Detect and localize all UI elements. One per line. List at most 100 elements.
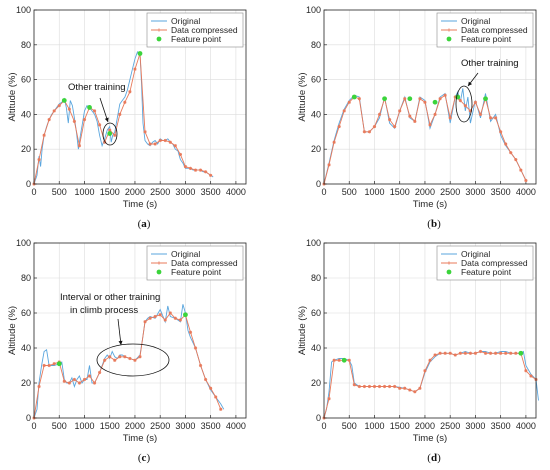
x-tick-label: 0 [321,187,326,197]
compressed-point [463,104,467,108]
axes-box [323,9,537,185]
x-tick-label: 1000 [364,187,384,197]
x-tick-label: 0 [31,187,36,197]
x-tick-label: 4000 [516,187,536,197]
x-axis-label: Time (s) [123,433,157,444]
compressed-point [72,119,76,123]
compressed-point [448,116,452,120]
compressed-point [438,351,442,355]
compressed-point [178,318,182,322]
y-tick-label: 80 [21,273,31,283]
feature-point [137,51,143,56]
compressed-point [393,124,397,129]
compressed-point [198,363,203,368]
legend-entry: Data compressed [461,258,528,268]
compressed-point [198,168,203,172]
compressed-point [468,351,472,355]
chart-panel-a: 0 500 1000 1500 2000 2500 3000 3500 4000 0 20 40 60 8… [7,5,247,230]
y-tick-label: 20 [311,144,321,154]
annotation-text: Interval or other training [60,292,160,303]
compressed-point [337,124,341,129]
compressed-point [123,100,127,104]
compressed-point [453,353,457,357]
compressed-point [398,109,402,113]
annotation-ellipse [96,343,170,377]
compressed-point [509,351,513,355]
compressed-point [163,318,167,322]
compressed-point [168,140,172,144]
compressed-point [148,316,152,320]
compressed-point [37,158,41,162]
compressed-point [108,355,112,359]
compressed-point [443,351,447,355]
compressed-point [128,356,132,361]
compressed-point [103,140,107,144]
x-tick-label: 500 [52,187,67,197]
x-tick-label: 500 [52,421,67,431]
compressed-point [143,320,147,324]
compressed-point [388,384,392,389]
compressed-point [403,97,407,101]
compressed-point [204,170,208,174]
y-tick-label: 80 [21,40,31,50]
compressed-point [337,358,341,362]
y-tick-label: 60 [21,308,31,318]
compressed-point [342,109,346,113]
legend-marker-compressed [447,261,451,265]
compressed-point [488,116,493,120]
x-tick-label: 3500 [201,421,221,431]
y-tick-label: 100 [16,5,31,15]
x-tick-label: 1500 [390,187,410,197]
feature-point [183,312,188,318]
legend-marker-compressed [447,28,451,32]
compressed-point [367,130,372,134]
panel-caption: (d) [427,452,441,464]
x-tick-label: 1500 [100,421,120,431]
compressed-point [133,358,137,362]
feature-point [518,350,524,356]
compressed-point [327,397,331,401]
feature-point [382,96,387,102]
compressed-point [494,116,498,120]
panel-caption: (c) [138,452,151,464]
compressed-point [183,165,188,169]
series-line-original [33,304,225,419]
annotation-arrow-head [118,340,123,345]
compressed-point [82,118,87,122]
compressed-point [163,138,167,143]
compressed-point [433,353,437,357]
annotation-text: Other training [68,82,126,93]
legend-entry: Original [461,249,490,259]
x-tick-label: 3500 [491,421,511,431]
y-tick-label: 100 [306,238,321,248]
y-tick-label: 0 [26,413,31,423]
annotation-text: in climb process [70,305,138,316]
x-tick-label: 500 [342,421,357,431]
compressed-point [42,133,46,137]
legend-entry: Original [171,249,200,259]
compressed-point [504,142,508,146]
compressed-point [483,351,488,355]
compressed-point [443,93,447,97]
compressed-point [103,358,107,362]
compressed-point [423,100,427,104]
compressed-point [448,351,452,355]
feature-point [483,96,488,102]
y-tick-label: 0 [26,179,31,189]
compressed-point [524,178,528,183]
compressed-point [113,358,117,362]
feature-point [87,105,92,110]
compressed-point [77,381,82,385]
compressed-point [158,138,162,143]
annotation-ellipse [455,85,473,123]
y-tick-label: 0 [316,413,321,423]
x-axis-label: Time (s) [123,199,157,210]
compressed-point [128,90,132,94]
compressed-point [352,383,356,387]
y-tick-label: 80 [311,40,321,50]
compressed-point [514,351,518,355]
x-tick-label: 1000 [74,421,94,431]
legend-entry: Data compressed [461,25,528,35]
compressed-point [72,377,76,382]
